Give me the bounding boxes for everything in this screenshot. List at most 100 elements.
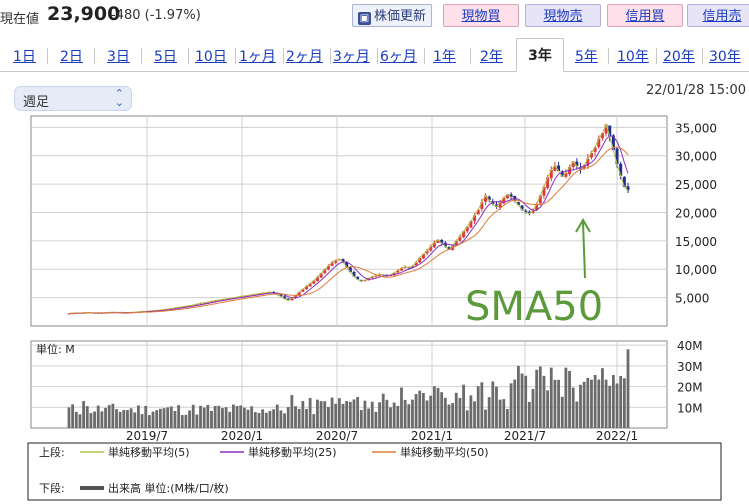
candle-body [538,195,542,204]
volume-bar [579,384,582,428]
volume-bar [546,390,550,428]
tab-1d[interactable]: 1日 [13,49,36,65]
tab-divider [283,48,284,64]
volume-bar [454,392,458,428]
volume-bar [586,377,590,428]
candle-body [626,186,630,191]
volume-bar [560,396,564,428]
volume-bar [221,408,224,428]
volume-bar [290,395,294,428]
candle-body [622,176,626,187]
volume-bar [144,405,148,428]
x-tick-label: 2021/1 [411,429,453,443]
tab-divider [188,48,189,64]
margin-buy-button[interactable]: 信用買 [607,4,683,27]
x-tick-label: 2019/7 [126,429,168,443]
candle-body [330,262,334,266]
volume-bar [443,397,447,428]
tab-divider [141,48,142,64]
tab-20y[interactable]: 20年 [663,49,695,65]
volume-bar [82,401,86,428]
volume-bar [330,397,334,428]
volume-bar [195,414,199,428]
candle-body [326,265,330,270]
tab-5d[interactable]: 5日 [154,49,177,65]
candle-body [509,194,513,198]
candle-body [319,273,323,278]
candle-body [297,291,301,296]
volume-bar [476,386,480,428]
tab-10d[interactable]: 10日 [195,49,227,65]
tab-2d[interactable]: 2日 [60,49,83,65]
candle-body [290,298,294,301]
volume-bar [370,401,374,428]
tab-divider [656,48,657,64]
volume-bar [407,404,411,428]
volume-bar [568,371,571,428]
candle-body [312,280,316,284]
volume-bar [286,407,290,428]
volume-bar [126,410,129,428]
candle-body [575,161,579,166]
volume-bar [308,398,312,428]
volume-bar [268,410,272,428]
tab-2y[interactable]: 2年 [480,49,503,65]
candle-body [586,158,590,166]
annotation-arrowhead [575,218,591,233]
volume-bar [202,407,206,428]
candle-body [560,171,564,177]
volume-bar [495,386,498,428]
volume-bar [432,386,436,428]
x-tick-label: 2020/1 [221,429,263,443]
tab-5y[interactable]: 5年 [575,49,598,65]
volume-bar [275,404,279,428]
volume-bar [601,368,604,428]
volume-tick-label: 20M [677,381,703,395]
sma50-annotation: SMA50 [465,284,603,330]
candle-body [484,195,488,202]
volume-bar [356,397,360,428]
tab-1y[interactable]: 1年 [433,49,456,65]
tab-10y[interactable]: 10年 [617,49,649,65]
volume-bar [191,404,195,428]
tab-3d[interactable]: 3日 [107,49,130,65]
volume-bar [297,408,301,428]
margin-sell-button[interactable]: 信用売 [687,4,749,27]
candle-body [593,147,597,152]
volume-bar [473,401,476,428]
tab-3y[interactable]: 3年 [516,38,564,72]
volume-bar [133,412,137,428]
candle-body [359,279,363,282]
volume-bar [389,407,392,428]
candle-body [473,215,477,222]
candle-body [582,165,586,169]
price-tick-label: 5,000 [675,292,709,306]
candle-body [458,236,462,241]
volume-bar [253,412,257,428]
cash-buy-button[interactable]: 現物買 [443,4,519,27]
price-tick-label: 35,000 [675,121,717,135]
refresh-price-button[interactable]: ▣ 株価更新 [352,4,432,27]
legend-lower-label: 下段: [39,481,65,495]
tab-divider [424,48,425,64]
volume-bar [403,399,407,428]
candle-body [341,259,345,262]
tab-1m[interactable]: 1ヶ月 [239,49,276,65]
volume-bar [429,395,433,428]
candle-body [494,204,498,207]
candle-body [436,239,440,243]
volume-bar [363,400,367,428]
tab-2m[interactable]: 2ヶ月 [286,49,323,65]
tab-30y[interactable]: 30年 [709,49,741,65]
volume-bar [89,413,93,428]
volume-bar [235,406,239,428]
period-select[interactable]: 週足 ⌃ ⌄ [14,86,132,111]
volume-bar [575,401,579,428]
tab-3m[interactable]: 3ヶ月 [333,49,370,65]
cash-sell-button[interactable]: 現物売 [525,4,601,27]
tab-6m[interactable]: 6ヶ月 [380,49,417,65]
candle-body [304,286,308,290]
candle-body [421,253,425,259]
volume-bar [520,373,524,428]
volume-bar [246,409,250,428]
